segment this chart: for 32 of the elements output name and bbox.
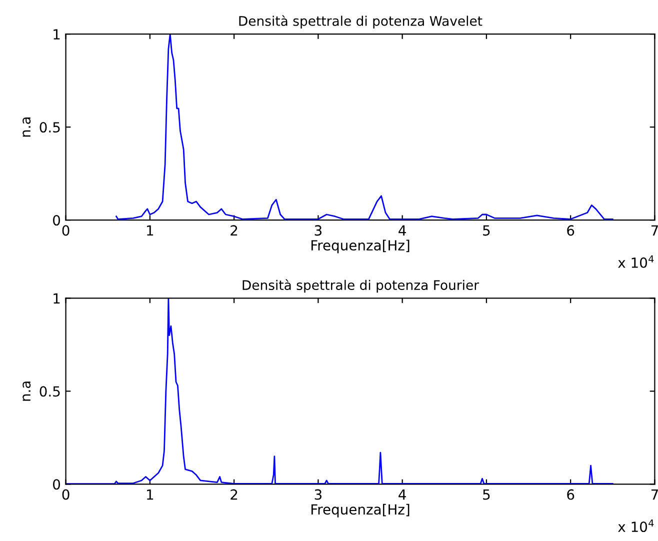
- y-tick-label: 1: [54, 293, 60, 304]
- y-tick-label: 0: [53, 479, 60, 490]
- x-axis-title: Frequenza[Hz]: [311, 504, 410, 518]
- x-tick-label: 3: [314, 225, 322, 236]
- y-tick-label: 0.5: [40, 122, 60, 133]
- x-tick-label: 2: [230, 489, 238, 500]
- y-tick-label: 1: [54, 29, 60, 40]
- y-axis-title: n.a: [22, 382, 31, 401]
- x-tick-label: 1: [147, 489, 154, 500]
- y-axis-title: n.a: [22, 117, 31, 137]
- x-tick-label: 1: [147, 225, 154, 236]
- line-series: [66, 298, 614, 484]
- chart-title: Densità spettrale di potenza Wavelet: [239, 15, 482, 28]
- x-tick-label: 3: [314, 489, 322, 500]
- x-tick-label: 6: [567, 225, 574, 236]
- x-tick-label: 0: [62, 489, 70, 500]
- text: x 10$^{4}$: [618, 255, 654, 268]
- x-tick-label: 5: [483, 225, 490, 236]
- x-tick-label: 4: [398, 489, 406, 500]
- x-tick-label: 0: [62, 225, 70, 236]
- x-tick-label: 6: [567, 489, 574, 500]
- x-tick-label: 7: [651, 489, 658, 500]
- chart-title: Densità spettrale di potenza Fourier: [242, 279, 480, 293]
- x-axis-title: Frequenza[Hz]: [311, 240, 410, 254]
- x-tick-label: 2: [230, 225, 238, 236]
- x-tick-label: 4: [398, 225, 406, 236]
- line-series: [116, 34, 614, 220]
- text: x 10$^{4}$: [618, 519, 654, 532]
- y-tick-label: 0.5: [40, 386, 60, 397]
- x-tick-label: 5: [483, 489, 490, 500]
- x-tick-label: 7: [651, 225, 658, 236]
- y-tick-label: 0: [53, 215, 60, 226]
